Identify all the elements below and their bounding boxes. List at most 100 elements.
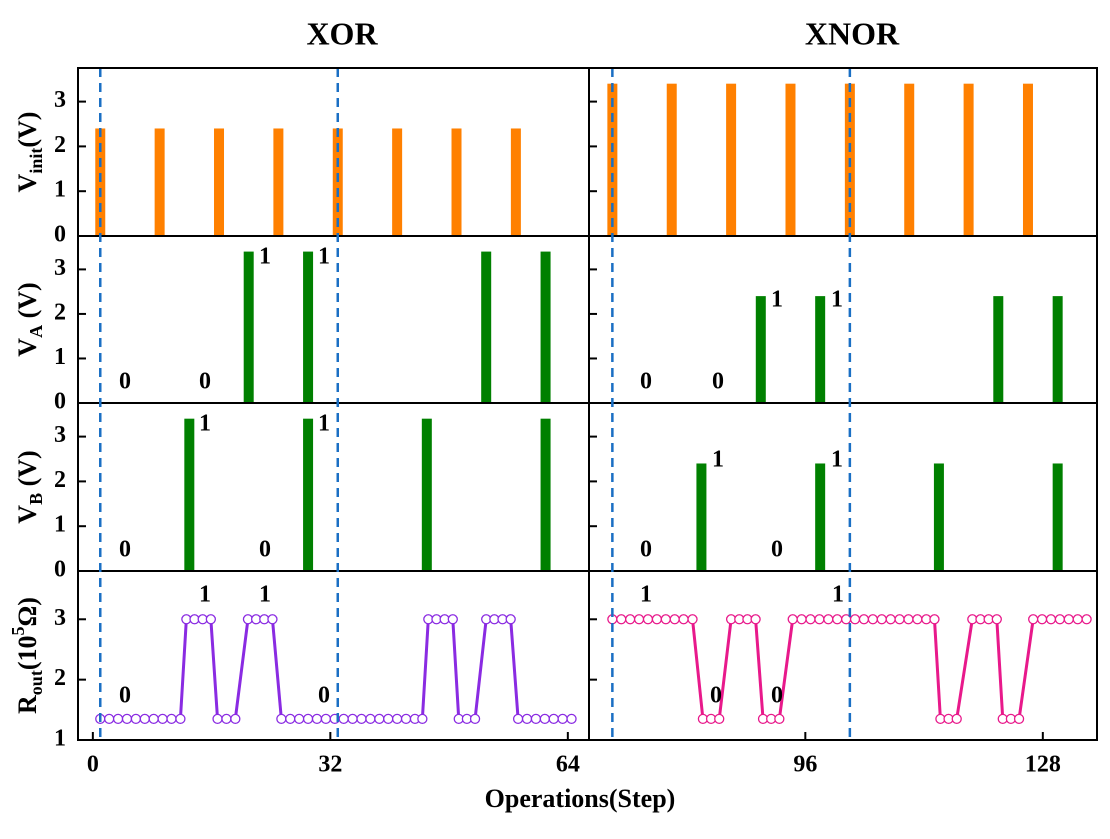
marker xyxy=(805,614,816,625)
frame xyxy=(77,67,1098,741)
y-axis-label: VB (V) xyxy=(13,450,46,523)
marker xyxy=(660,614,671,625)
bar xyxy=(510,128,521,236)
bar xyxy=(421,418,432,571)
annotation: 0 xyxy=(318,683,330,709)
marker xyxy=(714,713,725,725)
marker xyxy=(1081,614,1092,625)
bar xyxy=(243,251,254,403)
marker xyxy=(951,713,962,725)
marker xyxy=(1036,614,1048,625)
annotation: 0 xyxy=(259,537,271,563)
x-tick-label: 32 xyxy=(318,752,342,778)
marker xyxy=(832,614,843,625)
annotation: 1 xyxy=(199,582,211,608)
annotation: 1 xyxy=(712,447,724,473)
annotation: 1 xyxy=(318,411,330,437)
marker xyxy=(750,614,761,625)
y-tick-label: 2 xyxy=(54,132,66,158)
marker xyxy=(212,713,223,725)
marker xyxy=(365,713,376,725)
bar xyxy=(540,251,551,403)
marker xyxy=(633,614,645,625)
marker xyxy=(876,614,887,625)
y-tick-label: 2 xyxy=(54,467,66,493)
annotation: 1 xyxy=(831,447,843,473)
marker xyxy=(383,713,394,725)
marker xyxy=(929,614,940,625)
marker xyxy=(823,614,834,625)
bar xyxy=(815,463,826,571)
y-tick-label: 1 xyxy=(54,726,66,752)
bar xyxy=(1022,83,1033,237)
y-label-part: (V) xyxy=(13,112,42,148)
marker xyxy=(205,614,216,625)
marker xyxy=(221,713,232,725)
y-label-part: (10 xyxy=(13,636,42,671)
marker xyxy=(796,614,807,625)
bar xyxy=(451,128,462,236)
y-tick-label: 3 xyxy=(54,87,66,113)
marker xyxy=(774,713,785,725)
x-tick-label: 128 xyxy=(1025,752,1061,778)
annotation: 1 xyxy=(640,582,652,608)
annotation: 1 xyxy=(831,287,843,313)
marker xyxy=(1054,614,1066,625)
bar xyxy=(666,83,677,237)
y-axis-label: Rout(105Ω) xyxy=(8,597,46,714)
annotation: 0 xyxy=(640,537,652,563)
y-tick-label: 0 xyxy=(54,222,66,248)
marker xyxy=(566,713,577,725)
marker xyxy=(400,713,412,725)
annotation: 0 xyxy=(712,369,724,395)
y-label-part: V xyxy=(13,173,42,192)
annotation: 1 xyxy=(259,582,271,608)
marker xyxy=(230,713,241,725)
y-tick-label: 0 xyxy=(54,389,66,415)
y-label-part: (V) xyxy=(13,282,42,325)
x-tick-label: 96 xyxy=(793,752,817,778)
marker xyxy=(1072,614,1083,625)
line xyxy=(100,617,572,721)
marker xyxy=(391,713,403,725)
bar xyxy=(1052,463,1063,571)
marker xyxy=(1013,713,1025,725)
marker xyxy=(687,614,698,625)
marker xyxy=(267,614,278,625)
y-tick-label: 2 xyxy=(54,299,66,325)
bar xyxy=(726,83,737,237)
marker xyxy=(166,713,177,725)
x-tick-label: 64 xyxy=(556,752,580,778)
y-label-part: B xyxy=(26,493,46,505)
marker xyxy=(112,713,124,725)
marker xyxy=(625,614,636,625)
marker xyxy=(356,713,367,725)
marker xyxy=(157,713,168,725)
marker xyxy=(311,713,323,725)
marker xyxy=(1045,614,1057,625)
marker xyxy=(338,713,349,725)
panel-title: XOR xyxy=(306,15,378,51)
marker xyxy=(302,713,314,725)
x-axis-label: Operations(Step) xyxy=(485,784,676,813)
marker xyxy=(148,713,159,725)
y-label-part: init xyxy=(26,148,46,174)
marker xyxy=(894,614,905,625)
y-tick-label: 1 xyxy=(54,512,66,538)
marker xyxy=(867,614,879,625)
marker xyxy=(539,713,550,725)
marker xyxy=(512,713,524,725)
marker xyxy=(885,614,896,625)
y-label-part: (V) xyxy=(13,450,42,493)
marker xyxy=(139,713,150,725)
marker xyxy=(651,614,663,625)
annotation: 0 xyxy=(771,683,783,709)
bar xyxy=(184,418,195,571)
y-tick-label: 1 xyxy=(54,177,66,203)
y-tick-label: 3 xyxy=(54,255,66,281)
bar xyxy=(815,296,826,403)
marker xyxy=(642,614,654,625)
marker xyxy=(814,614,825,625)
marker xyxy=(121,713,133,725)
